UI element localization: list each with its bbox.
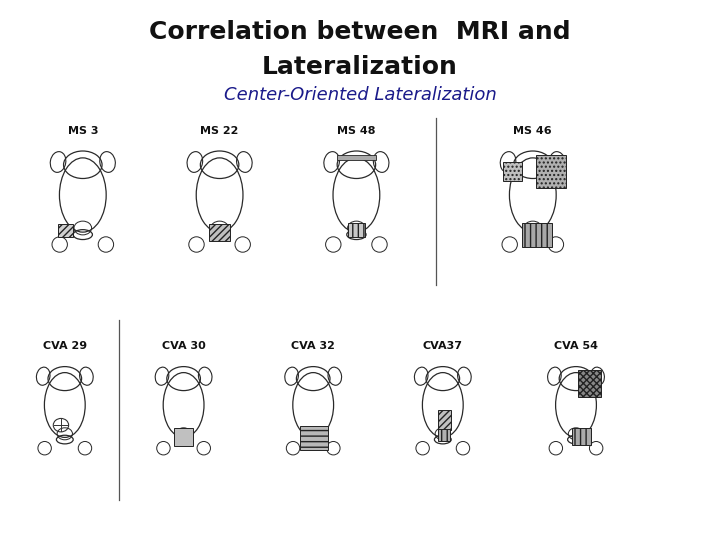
Text: CVA 54: CVA 54 (554, 341, 598, 351)
Bar (578, 370, 601, 397)
Text: MS 3: MS 3 (68, 126, 98, 136)
Bar (536, 156, 566, 188)
Bar (300, 426, 328, 450)
Bar (209, 224, 230, 241)
Bar (572, 428, 591, 446)
Text: MS 48: MS 48 (337, 126, 376, 136)
Text: CVA 29: CVA 29 (42, 341, 87, 351)
Bar (522, 222, 552, 247)
Text: CVA 32: CVA 32 (292, 341, 335, 351)
Bar (348, 222, 364, 237)
Text: MS 46: MS 46 (513, 126, 552, 136)
Text: Correlation between  MRI and: Correlation between MRI and (149, 20, 571, 44)
Text: Lateralization: Lateralization (262, 55, 458, 79)
Text: MS 22: MS 22 (200, 126, 239, 136)
Bar (58, 224, 73, 238)
Bar (438, 410, 451, 430)
Bar (337, 156, 376, 160)
Text: CVA37: CVA37 (423, 341, 463, 351)
Bar (438, 429, 450, 442)
Bar (174, 428, 193, 446)
Text: Center-Oriented Lateralization: Center-Oriented Lateralization (224, 86, 496, 104)
Text: CVA 30: CVA 30 (162, 341, 205, 351)
Bar (503, 162, 522, 181)
